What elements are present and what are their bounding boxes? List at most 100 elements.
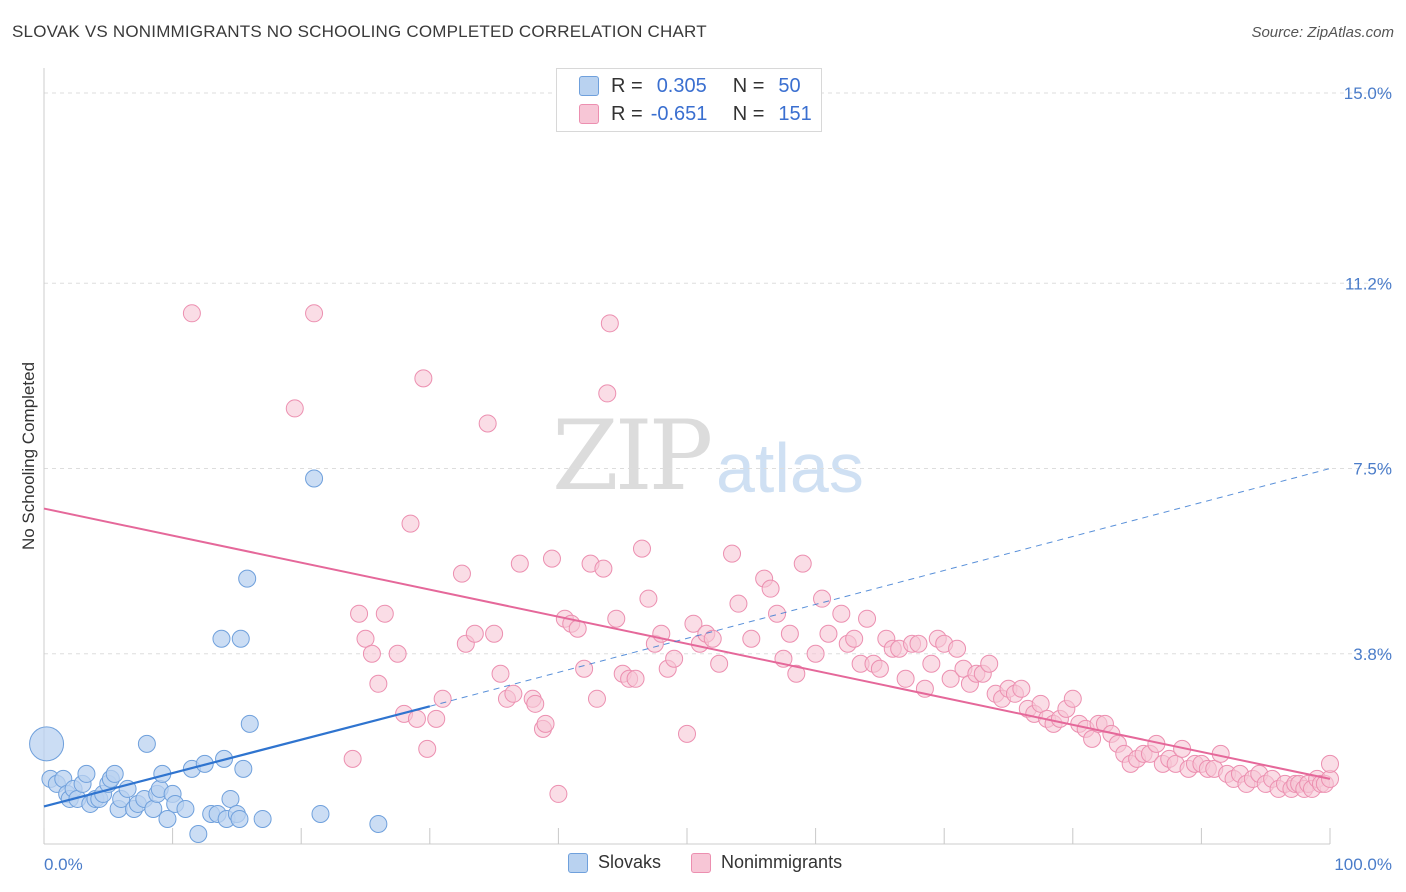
- nonimmigrants-trendline: [43, 507, 1331, 780]
- nonimmigrants-point: [600, 314, 619, 333]
- nonimmigrants-point: [948, 639, 967, 658]
- series-legend: Slovaks Nonimmigrants: [568, 852, 872, 873]
- tick-layer: 3.8% 7.5% 11.2% 15.0% 0.0% 100.0%: [44, 84, 1392, 874]
- nonimmigrants-point: [780, 624, 799, 643]
- nonimmigrants-point: [452, 564, 471, 583]
- r-label: R =: [611, 74, 643, 97]
- grid-layer: [44, 92, 1390, 655]
- nonimmigrants-point: [587, 689, 606, 708]
- r-label: R =: [611, 102, 643, 125]
- nonimmigrants-point: [768, 604, 787, 623]
- nonimmigrants-point: [536, 714, 555, 733]
- y-tick-label: 11.2%: [1345, 274, 1392, 293]
- nonimmigrants-point: [575, 659, 594, 678]
- nonimmigrants-point: [607, 609, 626, 628]
- nonimmigrants-point: [542, 549, 561, 568]
- slovaks-point: [230, 809, 249, 828]
- nonimmigrants-legend-swatch: [691, 852, 712, 873]
- y-tick-label: 15.0%: [1344, 84, 1392, 103]
- nonimmigrants-point: [465, 624, 484, 643]
- nonimmigrants-point: [870, 659, 889, 678]
- nonimmigrants-point: [433, 689, 452, 708]
- slovaks-legend-swatch: [568, 852, 588, 873]
- slovaks-point: [253, 809, 272, 828]
- nonimmigrants-point: [510, 554, 529, 573]
- nonimmigrants-point: [478, 414, 497, 433]
- slovaks-point: [105, 764, 124, 783]
- nonimmigrants-point: [356, 629, 375, 648]
- slovaks-point: [189, 824, 208, 843]
- nonimmigrants-point: [819, 624, 838, 643]
- nonimmigrants-point: [598, 384, 617, 403]
- slovaks-swatch: [579, 76, 599, 96]
- slovaks-point: [231, 629, 250, 648]
- nonimmigrants-point: [729, 594, 748, 613]
- nonimmigrants-point: [813, 589, 832, 608]
- points-layer: [29, 304, 1339, 843]
- nonimmigrants-point: [350, 604, 369, 623]
- r-value: 0.305: [656, 74, 707, 97]
- nonimmigrants-point: [626, 669, 645, 688]
- nonimmigrants-point: [845, 629, 864, 648]
- x-tick-label: 100.0%: [1334, 855, 1392, 874]
- nonimmigrants-point: [710, 654, 729, 673]
- nonimmigrants-point: [407, 709, 426, 728]
- nonimmigrants-point: [678, 724, 696, 743]
- nonimmigrants-point: [182, 304, 201, 323]
- nonimmigrants-point: [414, 369, 433, 388]
- nonimmigrants-point: [401, 514, 420, 533]
- x-tick-label: 0.0%: [44, 855, 83, 874]
- nonimmigrants-point: [665, 649, 684, 668]
- nonimmigrants-point: [806, 644, 825, 663]
- nonimmigrants-point: [922, 654, 941, 673]
- nonimmigrants-point: [1012, 679, 1031, 698]
- slovaks-point: [29, 726, 65, 762]
- nonimmigrants-point: [832, 604, 851, 623]
- axis-layer: [43, 68, 1331, 845]
- n-value: 151: [778, 102, 812, 125]
- nonimmigrants-point: [285, 399, 304, 418]
- watermark-zip: ZIP: [552, 400, 713, 512]
- nonimmigrants-point: [594, 559, 613, 578]
- slovaks-point: [176, 799, 195, 818]
- nonimmigrants-point: [941, 669, 960, 688]
- nonimmigrants-point: [632, 539, 651, 558]
- nonimmigrants-point: [504, 684, 523, 703]
- stats-legend: R = 0.305 N = 50 R = -0.651 N = 151: [556, 68, 822, 132]
- slovaks-point: [212, 629, 231, 648]
- n-label: N =: [732, 74, 765, 97]
- nonimmigrants-point: [343, 749, 362, 768]
- slovaks-point: [305, 469, 324, 488]
- nonimmigrants-point: [761, 579, 780, 598]
- nonimmigrants-point: [703, 629, 722, 648]
- nonimmigrants-point: [639, 589, 658, 608]
- slovaks-point: [221, 789, 240, 808]
- nonimmigrants-point: [369, 674, 388, 693]
- nonimmigrants-point: [418, 739, 437, 758]
- legend-item-slovaks[interactable]: Slovaks: [568, 852, 661, 873]
- nonimmigrants-point: [427, 709, 446, 728]
- n-value: 50: [778, 74, 801, 97]
- nonimmigrants-point: [793, 554, 812, 573]
- nonimmigrants-point: [858, 609, 877, 628]
- slovaks-point: [240, 714, 259, 733]
- slovaks-point: [369, 814, 388, 833]
- legend-label-slovaks: Slovaks: [598, 852, 662, 872]
- nonimmigrants-point: [1063, 689, 1082, 708]
- nonimmigrants-swatch: [579, 104, 599, 124]
- slovaks-point: [137, 734, 156, 753]
- nonimmigrants-point: [684, 614, 703, 633]
- nonimmigrants-point: [375, 604, 394, 623]
- nonimmigrants-point: [1031, 694, 1050, 713]
- slovaks-trendline-extension: [429, 468, 1331, 707]
- y-tick-label: 7.5%: [1353, 460, 1392, 479]
- n-label: N =: [732, 102, 765, 125]
- nonimmigrants-point: [491, 664, 510, 683]
- legend-item-nonimmigrants[interactable]: Nonimmigrants: [691, 852, 842, 873]
- chart-title: SLOVAK VS NONIMMIGRANTS NO SCHOOLING COM…: [12, 22, 707, 41]
- nonimmigrants-point: [362, 644, 381, 663]
- nonimmigrants-point: [980, 654, 999, 673]
- nonimmigrants-point: [388, 644, 407, 663]
- nonimmigrants-point: [549, 784, 568, 803]
